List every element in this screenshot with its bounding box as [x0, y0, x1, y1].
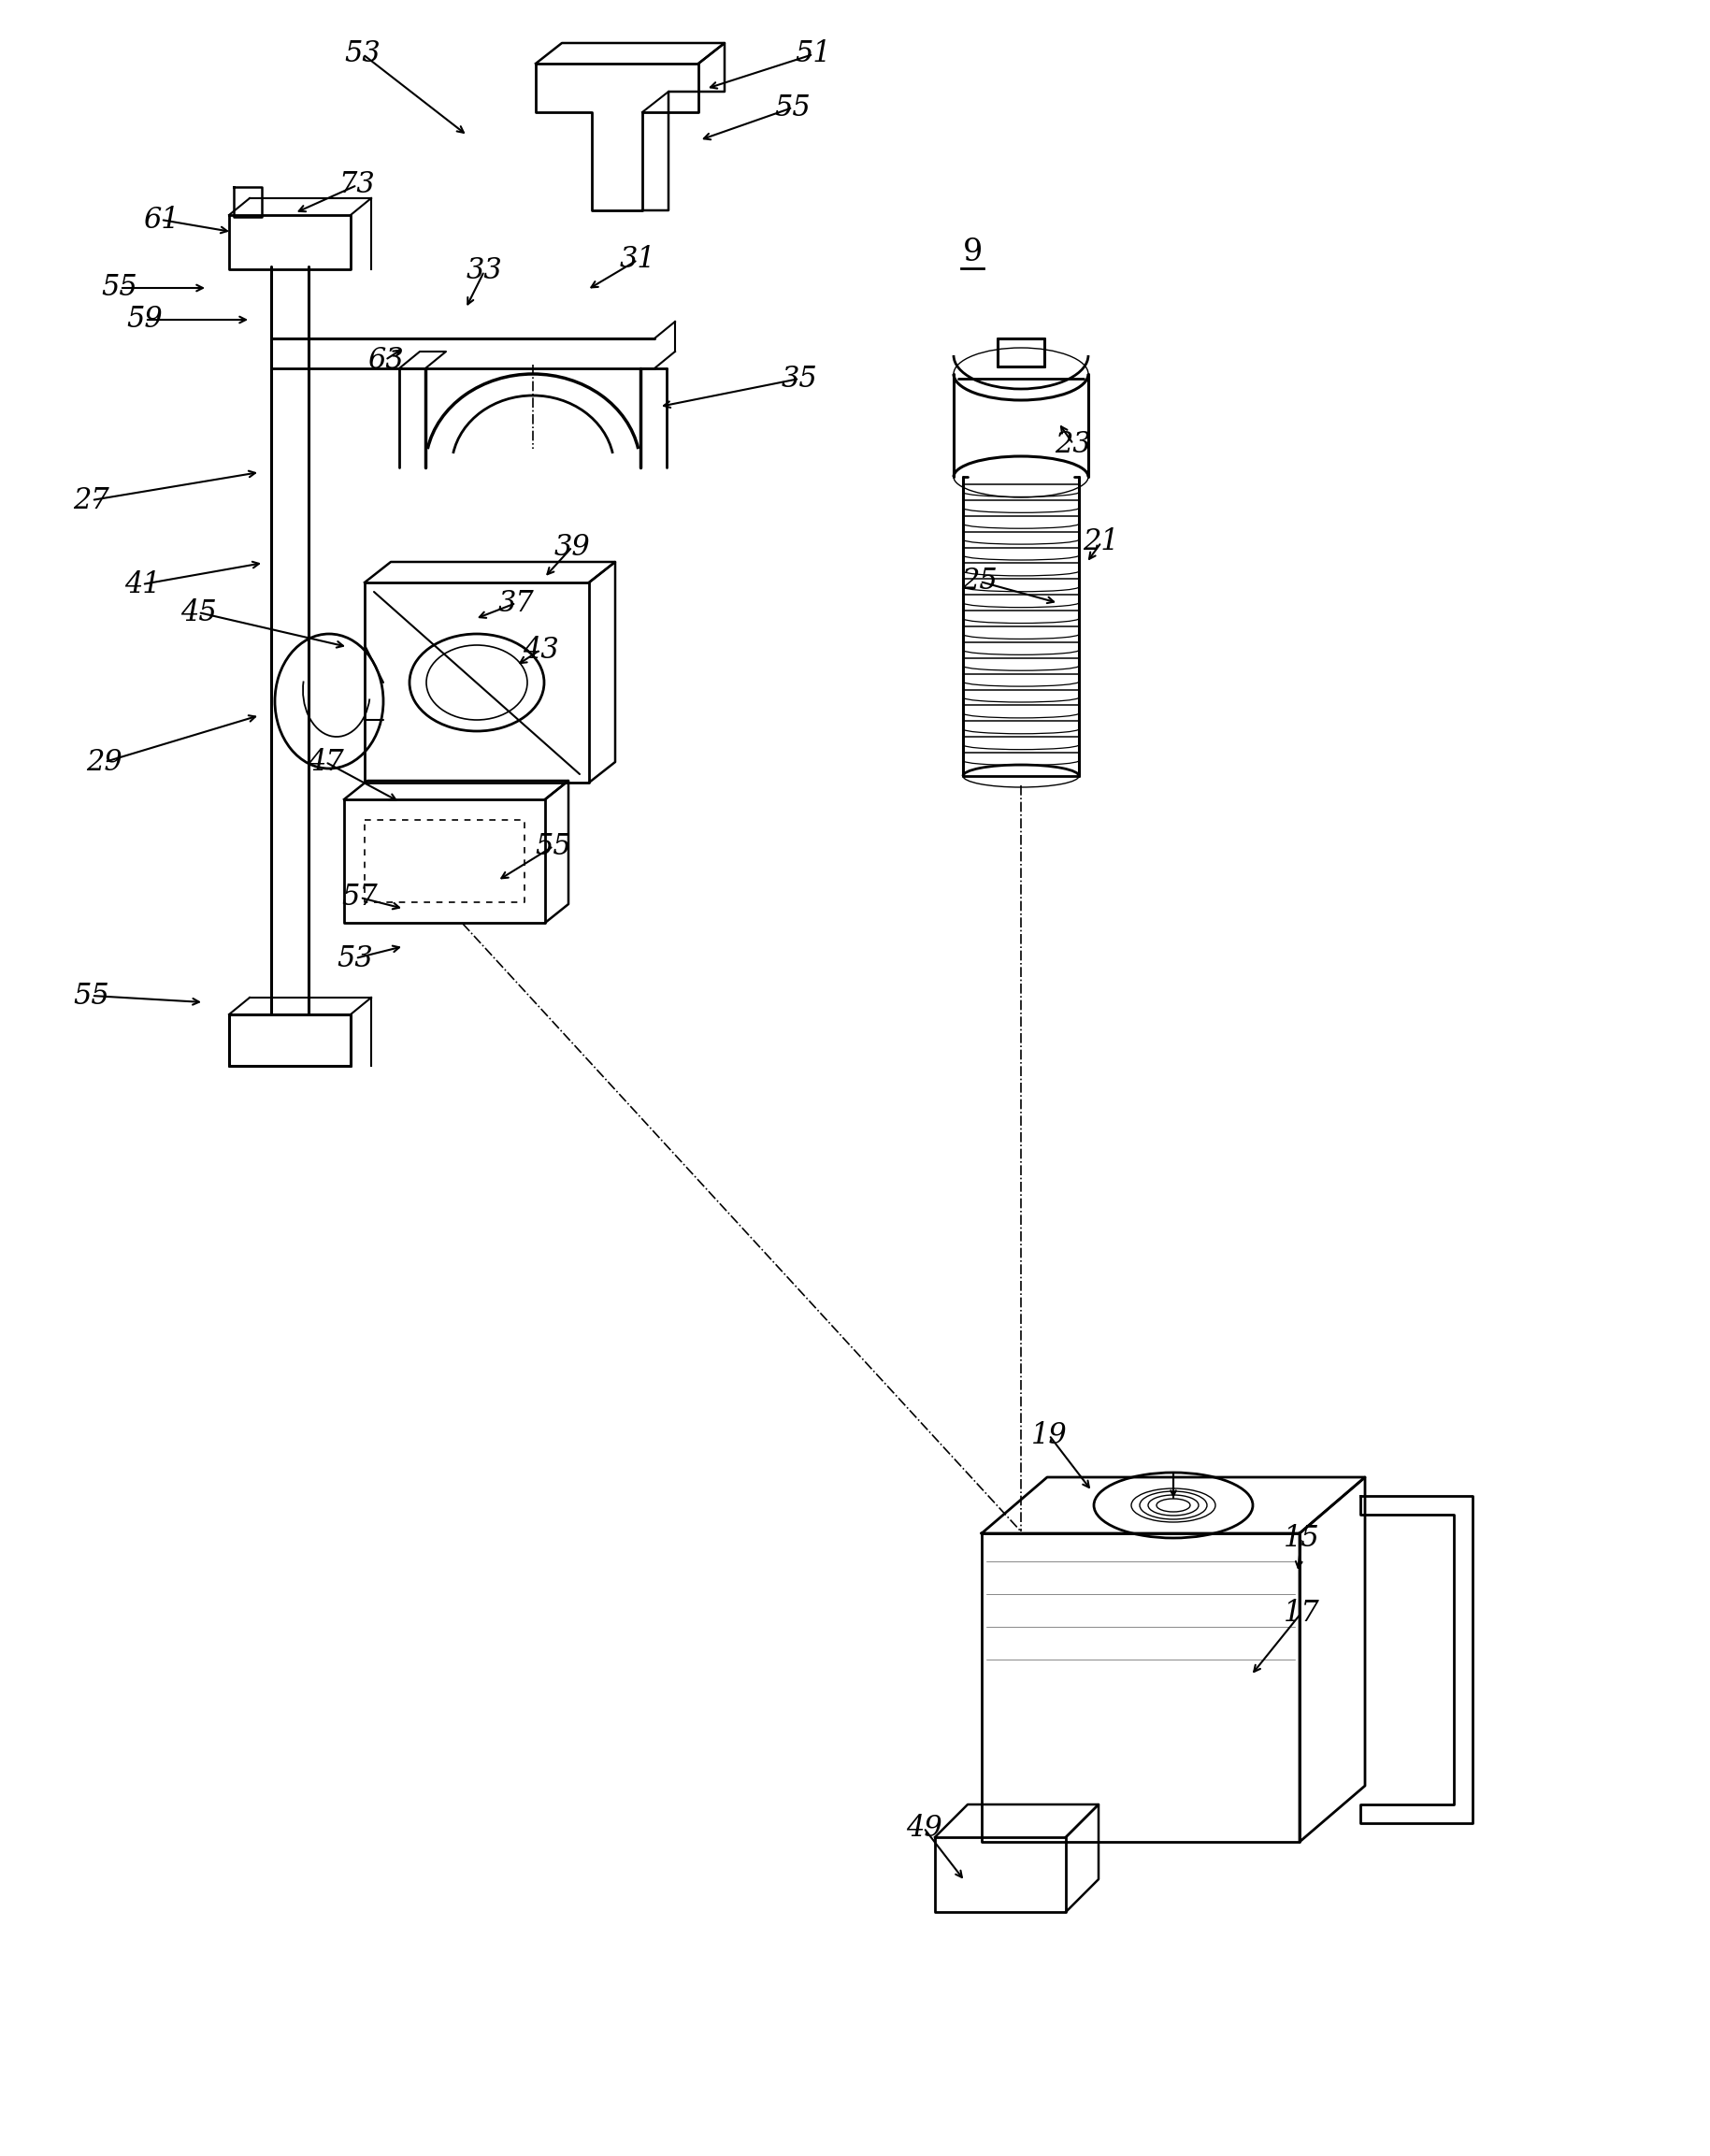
Text: 33: 33 [467, 257, 503, 285]
Text: 47: 47 [308, 748, 344, 776]
Text: 21: 21 [1082, 528, 1120, 556]
Text: 17: 17 [1282, 1598, 1320, 1628]
Text: 55: 55 [74, 981, 109, 1011]
Text: 37: 37 [498, 589, 534, 617]
Text: 23: 23 [1055, 429, 1091, 459]
Text: 55: 55 [535, 832, 571, 860]
Text: 31: 31 [619, 246, 655, 274]
Text: 61: 61 [142, 205, 180, 235]
Text: 73: 73 [339, 170, 374, 201]
Text: 53: 53 [345, 39, 381, 69]
Text: 43: 43 [522, 636, 559, 664]
Text: 51: 51 [795, 39, 831, 69]
Text: 57: 57 [342, 884, 378, 912]
Text: 45: 45 [180, 597, 217, 627]
Text: 53: 53 [337, 944, 373, 972]
Text: 29: 29 [87, 748, 123, 776]
Text: 49: 49 [906, 1813, 942, 1843]
Text: 63: 63 [368, 345, 404, 375]
Text: 15: 15 [1282, 1524, 1320, 1552]
Text: 27: 27 [74, 485, 109, 515]
Text: 9: 9 [963, 237, 982, 267]
Text: 59: 59 [127, 306, 162, 334]
Text: 25: 25 [961, 567, 999, 595]
Text: 35: 35 [781, 364, 817, 392]
Text: 39: 39 [554, 533, 590, 561]
Text: 41: 41 [125, 569, 161, 599]
Text: 19: 19 [1031, 1421, 1067, 1449]
Text: 55: 55 [775, 93, 811, 123]
Text: 55: 55 [101, 274, 139, 302]
